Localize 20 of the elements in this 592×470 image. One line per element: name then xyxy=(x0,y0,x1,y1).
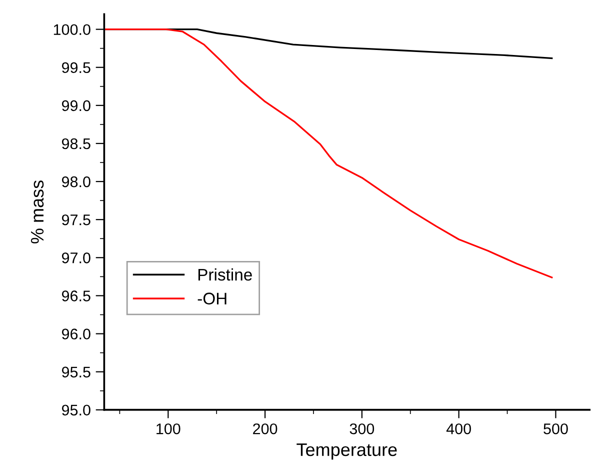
legend-label: -OH xyxy=(198,292,226,304)
x-axis-title: Temperature xyxy=(296,443,397,460)
x-tick-label: 100 xyxy=(156,423,180,434)
y-tick-label: 98.5 xyxy=(62,138,90,150)
y-tick-label: 95.5 xyxy=(62,366,90,378)
x-tick-label: 400 xyxy=(446,423,471,434)
y-tick-label: 96.0 xyxy=(62,328,90,340)
legend-label: Pristine xyxy=(198,268,252,281)
y-tick-label: 95.0 xyxy=(62,404,90,416)
y-tick-label: 97.5 xyxy=(62,214,90,226)
x-tick-label: 300 xyxy=(350,423,374,434)
x-tick-label: 200 xyxy=(253,423,278,434)
y-tick-label: 99.5 xyxy=(62,62,90,74)
y-tick-label: 99.0 xyxy=(62,100,90,112)
y-tick-label: 98.0 xyxy=(62,176,90,188)
y-axis-title: % mass xyxy=(30,180,44,244)
y-tick-label: 96.5 xyxy=(62,290,90,302)
y-tick-label: 100.0 xyxy=(54,24,90,36)
x-tick-label: 500 xyxy=(544,423,568,434)
y-tick-label: 97.0 xyxy=(62,252,90,264)
